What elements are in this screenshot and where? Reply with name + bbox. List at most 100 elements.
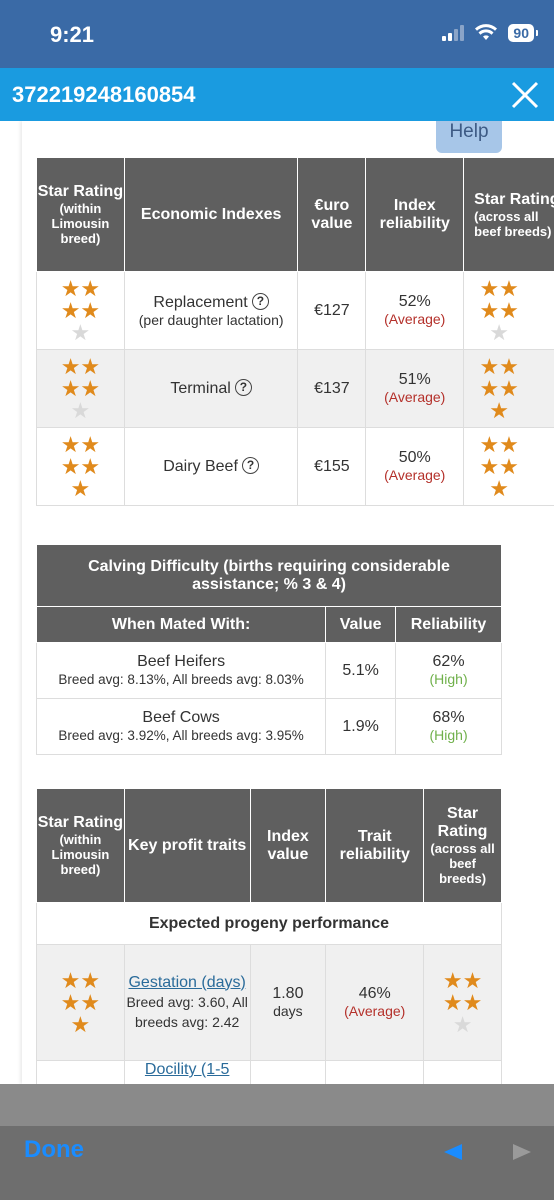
- status-icons: 90: [442, 24, 538, 42]
- star-rating-all: ★★ ★★ ★: [463, 349, 554, 428]
- star-rating-icon: ★★ ★★ ★: [474, 275, 524, 344]
- star-icon: ★: [60, 989, 81, 1015]
- wifi-icon: [475, 24, 498, 40]
- trait-name-cell: Docility (1-5: [123, 1060, 251, 1084]
- key-profit-traits-table: Star Rating (within Limousin breed) Key …: [36, 788, 502, 1084]
- star-rating-local: ★★ ★★ ★: [36, 427, 125, 506]
- mated-cell: Beef Heifers Breed avg: 8.13%, All breed…: [35, 642, 327, 699]
- trait-link[interactable]: Docility (1-5: [144, 1061, 230, 1078]
- star-icon: ★: [489, 397, 510, 423]
- title-bar: 372219248160854: [0, 68, 554, 121]
- toolbar-main: Done: [0, 1126, 554, 1200]
- star-rating-icon: ★★ ★★ ★: [55, 353, 105, 422]
- star-icon: ★: [60, 453, 81, 479]
- star-icon: ★: [80, 967, 101, 993]
- star-icon: ★: [489, 475, 510, 501]
- star-icon: ★: [442, 967, 463, 993]
- star-icon: ★: [499, 431, 519, 457]
- table-row: ★★ ★★ ★ Terminal ? €137 51% (Average) ★★ ★★…: [36, 349, 554, 428]
- star-rating-local-header: Star Rating (within Limousin breed): [36, 788, 125, 903]
- table-row: ★★ ★★ ★ Dairy Beef ? €155 50% (Average) ★★…: [36, 427, 554, 506]
- star-icon: ★: [60, 275, 81, 301]
- star-icon: ★: [80, 297, 101, 323]
- signal-icon: [442, 25, 465, 41]
- help-question-icon[interactable]: ?: [251, 292, 269, 310]
- table-header-row: Star Rating (within Limousin breed) Econ…: [36, 157, 554, 272]
- toolbar-divider: [0, 1084, 554, 1126]
- key-profit-traits-header: Key profit traits: [123, 788, 251, 903]
- index-name-cell: Terminal ?: [123, 349, 299, 428]
- battery-icon: 90: [508, 24, 538, 42]
- when-mated-header: When Mated With:: [35, 606, 327, 643]
- help-question-icon[interactable]: ?: [242, 457, 260, 474]
- table-row: ★★ ★★ ★ Gestation (days) Breed avg: 3.60, …: [36, 944, 502, 1061]
- euro-value: €127: [297, 271, 367, 350]
- star-rating-local: ★★ ★★ ★: [36, 944, 125, 1061]
- star-icon: ★: [80, 353, 101, 379]
- economic-indexes-header: Economic Indexes: [123, 157, 299, 272]
- star-icon: ★: [80, 375, 101, 401]
- help-question-icon[interactable]: ?: [234, 379, 252, 396]
- trait-reliability-header: Trait reliability: [325, 788, 425, 903]
- forward-arrow-icon[interactable]: [513, 1144, 531, 1160]
- star-icon: ★: [479, 297, 500, 323]
- star-icon: ★: [479, 275, 500, 301]
- star-rating-icon: ★★ ★★ ★: [55, 275, 105, 344]
- star-rating-local: ★★ ★★ ★: [36, 349, 125, 428]
- star-icon: ★: [80, 453, 101, 479]
- star-rating-icon: ★★ ★★ ★: [474, 353, 524, 423]
- star-icon: ★: [442, 989, 463, 1015]
- euro-value: €155: [297, 427, 367, 506]
- star-icon: ★: [499, 275, 519, 301]
- index-name-cell: Dairy Beef ?: [123, 427, 299, 506]
- star-icon: ★: [60, 431, 81, 457]
- star-icon: ★: [60, 375, 81, 401]
- star-icon: ★: [479, 453, 500, 479]
- calving-difficulty-title: Calving Difficulty (births requiring con…: [36, 544, 502, 607]
- star-icon: ★: [452, 1011, 473, 1037]
- page-title: 372219248160854: [12, 82, 196, 107]
- close-icon[interactable]: [506, 76, 544, 114]
- section-row: Expected progeny performance: [36, 902, 502, 945]
- reliability-cell: 50% (Average): [365, 427, 465, 506]
- done-button[interactable]: Done: [24, 1136, 84, 1163]
- trait-link[interactable]: Gestation (days): [128, 973, 246, 991]
- content-area[interactable]: Help Star Rating (within Limousin breed)…: [0, 121, 554, 1084]
- help-button[interactable]: Help: [436, 121, 502, 153]
- star-rating-all: ★★ ★★ ★: [463, 271, 554, 350]
- star-icon: ★: [60, 297, 81, 323]
- star-icon: ★: [499, 453, 519, 479]
- reliability-cell: 52% (Average): [365, 271, 465, 350]
- star-rating-icon: ★★ ★★ ★: [55, 967, 105, 1037]
- star-icon: ★: [60, 353, 81, 379]
- table-row: Docility (1-5: [36, 1060, 502, 1084]
- star-rating-all-header: Star Rating (across all beef breeds): [423, 788, 502, 903]
- euro-value-header: €uro value: [297, 157, 367, 272]
- star-icon: ★: [462, 989, 483, 1015]
- star-icon: ★: [70, 1011, 91, 1037]
- star-rating-icon: ★★ ★★ ★: [55, 431, 105, 501]
- value-cell: 5.1%: [325, 642, 397, 699]
- star-icon: ★: [479, 431, 500, 457]
- table-header-row: Star Rating (within Limousin breed) Key …: [36, 788, 502, 903]
- index-name-cell: Replacement ? (per daughter lactation): [123, 271, 299, 350]
- status-bar: 9:21 90: [0, 0, 554, 68]
- star-icon: ★: [70, 475, 91, 501]
- bottom-toolbar: Done: [0, 1084, 554, 1200]
- table-row: Beef Cows Breed avg: 3.92%, All breeds a…: [35, 698, 502, 755]
- star-icon: ★: [80, 275, 101, 301]
- star-icon: ★: [80, 989, 101, 1015]
- star-rating-local: ★★ ★★ ★: [36, 271, 125, 350]
- star-icon: ★: [479, 375, 500, 401]
- table-title-row: Calving Difficulty (births requiring con…: [36, 544, 502, 607]
- star-icon: ★: [60, 967, 81, 993]
- star-icon: ★: [499, 297, 519, 323]
- reliability-cell: 62% (High): [395, 642, 502, 699]
- star-icon: ★: [499, 353, 519, 379]
- back-arrow-icon[interactable]: [444, 1144, 462, 1160]
- star-rating-icon: ★★ ★★ ★: [474, 431, 524, 501]
- value-cell: 1.9%: [325, 698, 397, 755]
- calving-difficulty-table: Calving Difficulty (births requiring con…: [35, 544, 502, 755]
- star-rating-all: ★★ ★★ ★: [423, 944, 502, 1061]
- index-value-cell: 1.80 days: [249, 944, 327, 1061]
